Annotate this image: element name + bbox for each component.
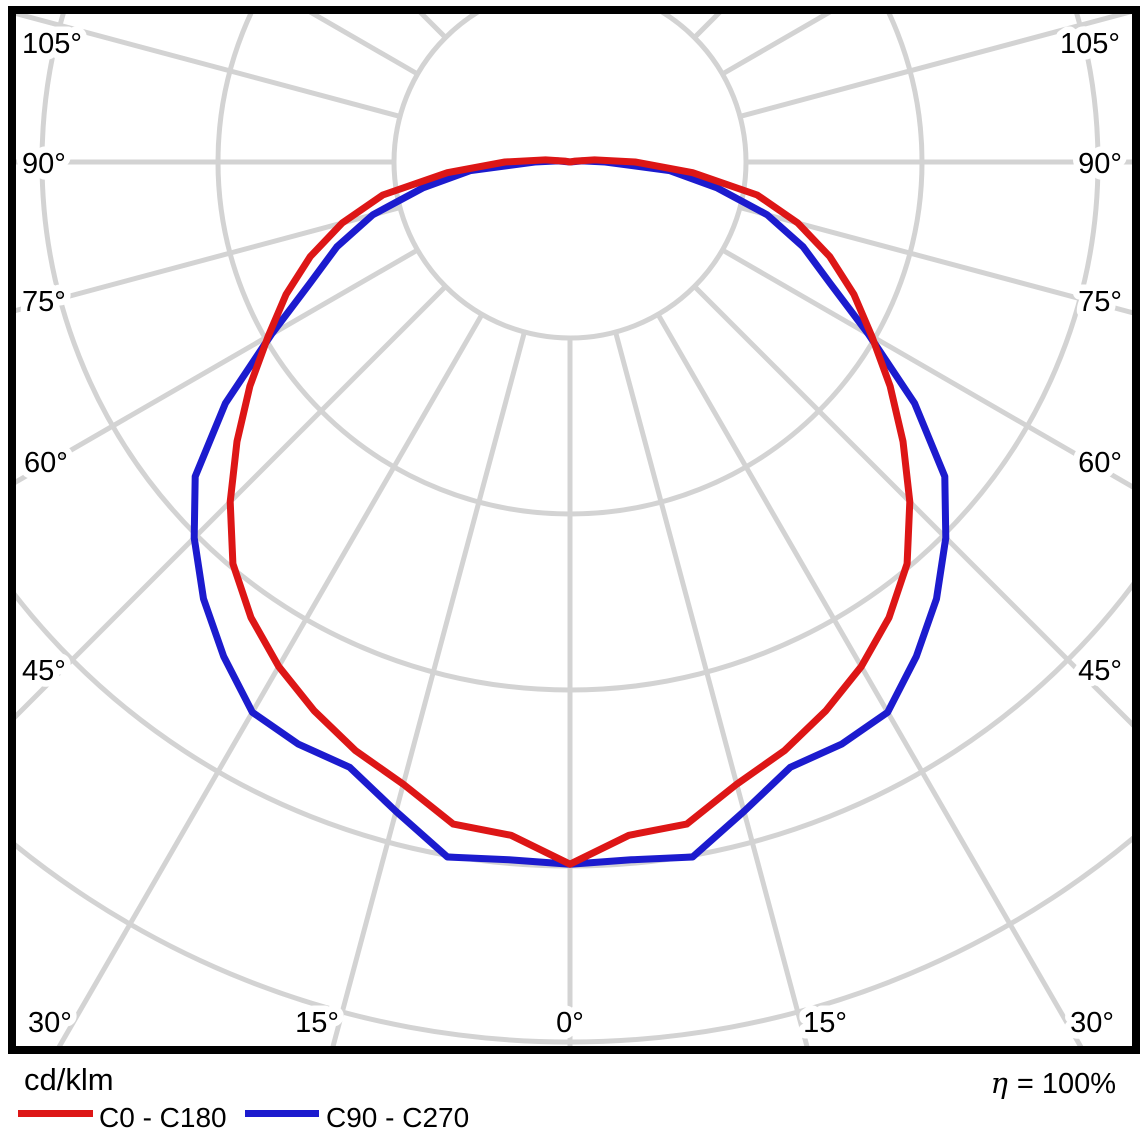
eta-symbol: η: [990, 1066, 1008, 1100]
units-label: cd/klm: [24, 1062, 114, 1097]
angle-label: 75°: [1078, 286, 1122, 318]
angle-label: 60°: [24, 447, 68, 479]
legend-label-c0-c180: C0 - C180: [99, 1102, 227, 1133]
angle-label: 75°: [22, 286, 66, 318]
grid-ray: [16, 247, 419, 485]
light-output-ratio-label: η = 100%: [990, 1066, 1116, 1101]
angle-label: 90°: [22, 148, 66, 180]
plot-border: [8, 6, 1140, 1054]
curve-c0-c180: [226, 156, 914, 868]
angle-label: 45°: [1078, 655, 1122, 687]
angle-label: 90°: [1078, 148, 1122, 180]
angle-label: 60°: [1078, 447, 1122, 479]
angle-labels: 105° 90° 75° 60° 45° 30° 15° 0° 15° 30° 45° 60° 75° 9…: [16, 22, 1129, 1046]
angle-label: 105°: [1060, 28, 1120, 60]
angle-label: 45°: [22, 655, 66, 687]
grid-ray: [330, 331, 527, 1046]
legend-label-c90-c270: C90 - C270: [326, 1102, 470, 1133]
angle-label: 0°: [556, 1007, 584, 1039]
grid-ray: [16, 284, 448, 720]
legend-swatch-c90-c270: [245, 1110, 319, 1117]
grid-ray: [739, 14, 1132, 119]
grid-ray: [721, 247, 1132, 490]
grid-ray: [16, 205, 401, 314]
grid-ray: [16, 14, 401, 119]
angle-label: 30°: [1070, 1007, 1114, 1039]
grid-ray: [739, 205, 1132, 316]
angle-label: 15°: [295, 1007, 339, 1039]
angle-label: 30°: [28, 1007, 72, 1039]
angle-label: 15°: [803, 1007, 847, 1039]
grid-ray: [692, 284, 1132, 728]
grid-ring: [391, 14, 749, 341]
eta-value: = 100%: [1016, 1068, 1116, 1100]
grid-ray: [655, 313, 1084, 1046]
legend-swatch-c0-c180: [18, 1110, 93, 1117]
grid-ray: [56, 313, 485, 1046]
angle-label: 105°: [22, 28, 82, 60]
grid-ray: [613, 331, 810, 1046]
